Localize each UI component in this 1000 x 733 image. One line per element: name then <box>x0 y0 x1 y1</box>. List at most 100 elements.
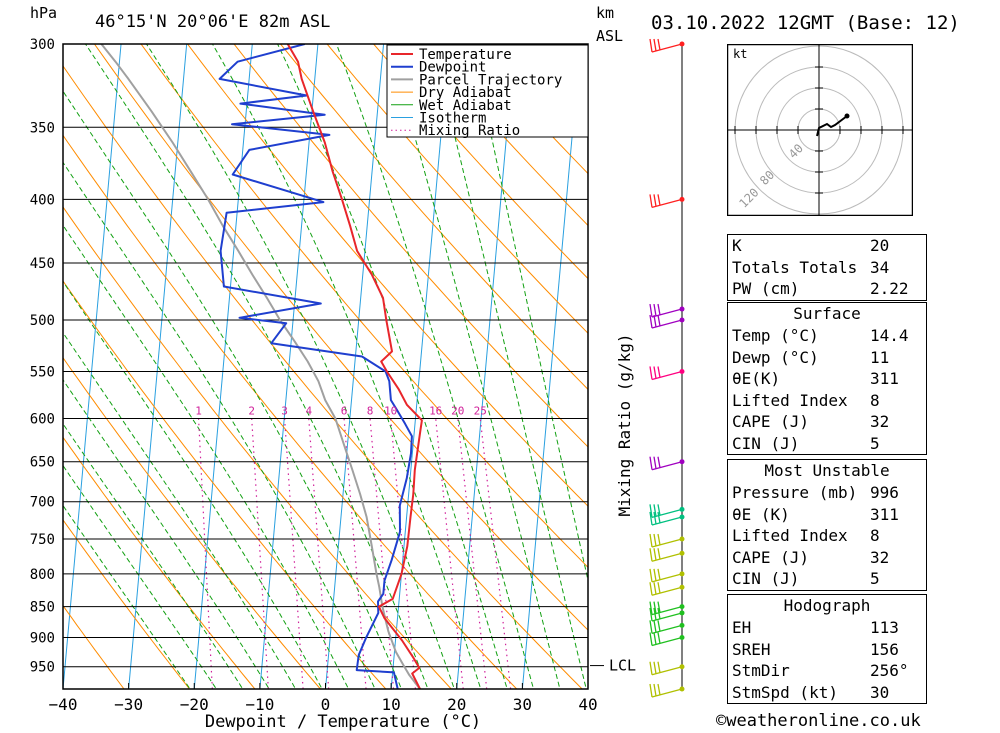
wind-barb-flag <box>657 194 661 206</box>
hodograph-unit: kt <box>733 47 747 61</box>
y-tick-label: 950 <box>30 660 55 676</box>
dry-adiabat-line <box>63 519 191 689</box>
isotherm-line <box>128 44 188 689</box>
wet-adiabat-line <box>63 161 376 689</box>
wind-barb-flag <box>653 511 657 525</box>
x-tick-label: 20 <box>447 695 466 714</box>
mixing-ratio-label: 4 <box>305 404 312 417</box>
y-tick-label: 550 <box>30 364 55 380</box>
wind-barb-flag <box>653 601 657 614</box>
wind-barb-flag <box>649 504 653 518</box>
hodograph-indices-table: Hodograph EH 113 SREH 156 StmDir 256° StmSp… <box>727 594 927 704</box>
mixing-ratio-label: 25 <box>474 404 487 417</box>
pressure-unit-label: hPa <box>30 4 58 22</box>
dry-adiabat-line <box>372 44 588 280</box>
mixing-ratio-line <box>479 418 512 689</box>
surface-indices-table: Surface Temp (°C) 14.4 Dewp (°C) 11 θE(K) 3… <box>727 302 927 455</box>
wind-barb-flag <box>653 620 657 633</box>
dry-adiabat-line <box>140 44 588 569</box>
wet-adiabat-line <box>63 90 403 689</box>
wind-barb-flag <box>657 661 661 673</box>
mixing-ratio-line <box>251 418 269 689</box>
indices-top-table: K 20 Totals Totals 34 PW (cm) 2.22 <box>727 234 927 301</box>
wind-barb-flag <box>657 314 661 327</box>
dry-adiabat-line <box>326 44 588 334</box>
x-tick-label: 10 <box>381 695 400 714</box>
y-tick-label: 300 <box>30 37 55 53</box>
wind-barb-flag <box>653 504 657 517</box>
y-tick-label: 400 <box>30 192 55 208</box>
mixing-ratio-line <box>435 418 464 689</box>
wet-adiabat-line <box>387 44 561 689</box>
wind-barb <box>651 319 683 329</box>
altitude-ref-label: ASL <box>596 27 624 45</box>
wet-adiabat-line <box>63 423 244 689</box>
y-tick-label: 450 <box>30 256 55 272</box>
wind-barb <box>651 552 683 562</box>
temperature-profile <box>286 44 423 689</box>
wind-barb <box>651 308 683 318</box>
x-tick-label: −20 <box>180 695 209 714</box>
dry-adiabat-line <box>186 44 588 507</box>
isotherm-line <box>259 44 319 689</box>
wind-barb <box>651 573 683 583</box>
x-tick-label: −30 <box>114 695 143 714</box>
legend-item: Temperature <box>419 47 512 63</box>
isotherm-line <box>653 26 713 695</box>
lcl-label: LCL <box>609 657 636 675</box>
altitude-unit-label: km <box>596 4 615 22</box>
wind-barb-flag <box>649 314 653 329</box>
legend-item: Isotherm <box>419 111 486 127</box>
mixing-ratio-line <box>457 418 488 689</box>
legend-item: Dry Adiabat <box>419 85 512 101</box>
wind-barb-flag <box>649 548 653 562</box>
mixing-ratio-line <box>343 418 367 689</box>
hodograph-trace <box>816 115 848 137</box>
copyright-link[interactable]: ©weatheronline.co.uk <box>716 711 921 731</box>
station-location: 46°15'N 20°06'E 82m ASL <box>95 12 331 32</box>
x-tick-label: 40 <box>578 695 597 714</box>
wet-adiabat-line <box>211 44 482 689</box>
wet-adiabat-line <box>145 44 455 689</box>
wind-barb-flag <box>649 661 653 675</box>
wind-barb-flag <box>649 568 653 582</box>
wind-barb-flag <box>649 607 653 622</box>
dry-adiabat-line <box>63 436 256 689</box>
wind-barb-flag <box>653 632 657 645</box>
y-tick-label: 600 <box>30 411 55 427</box>
dry-adiabat-line <box>63 280 387 689</box>
y-tick-label: 900 <box>30 631 55 647</box>
wet-adiabat-line <box>63 280 323 689</box>
wind-barb-flag <box>649 194 653 208</box>
legend-item: Dewpoint <box>419 60 486 76</box>
wind-barb-flag <box>649 582 653 596</box>
mixing-ratio-label: 3 <box>281 404 288 417</box>
wind-barb-flag <box>649 533 653 548</box>
wind-barb-flag <box>653 683 657 697</box>
dry-adiabat-line <box>93 44 588 631</box>
wind-barb-flag <box>657 366 661 378</box>
wind-barb <box>651 688 683 698</box>
wind-barb-flag <box>653 568 657 581</box>
wind-barb-flag <box>657 607 661 620</box>
wind-barb-flag <box>657 38 661 51</box>
wind-barb <box>651 508 683 519</box>
y-tick-label: 350 <box>30 120 55 136</box>
wind-barb-flag <box>657 683 661 696</box>
wind-barb-flag <box>657 632 661 644</box>
y-tick-label: 500 <box>30 313 55 329</box>
mixing-ratio-axis-label: Mixing Ratio (g/kg) <box>615 333 634 516</box>
y-tick-label: 650 <box>30 455 55 471</box>
wind-barb-flag <box>649 303 653 318</box>
wind-barb-flag <box>657 620 661 632</box>
wet-adiabat-line <box>63 504 191 689</box>
plot-frame <box>62 43 589 690</box>
wet-adiabat-line <box>431 44 587 689</box>
hodograph-panel: kt 40 80 120 <box>727 44 913 216</box>
wind-barb-flag <box>649 632 653 646</box>
most-unstable-table: Most Unstable Pressure (mb) 996 θE (K) 311… <box>727 459 927 591</box>
isotherm-line <box>63 44 122 689</box>
wind-barb-flag <box>653 582 657 595</box>
mixing-ratio-label: 16 <box>429 404 442 417</box>
